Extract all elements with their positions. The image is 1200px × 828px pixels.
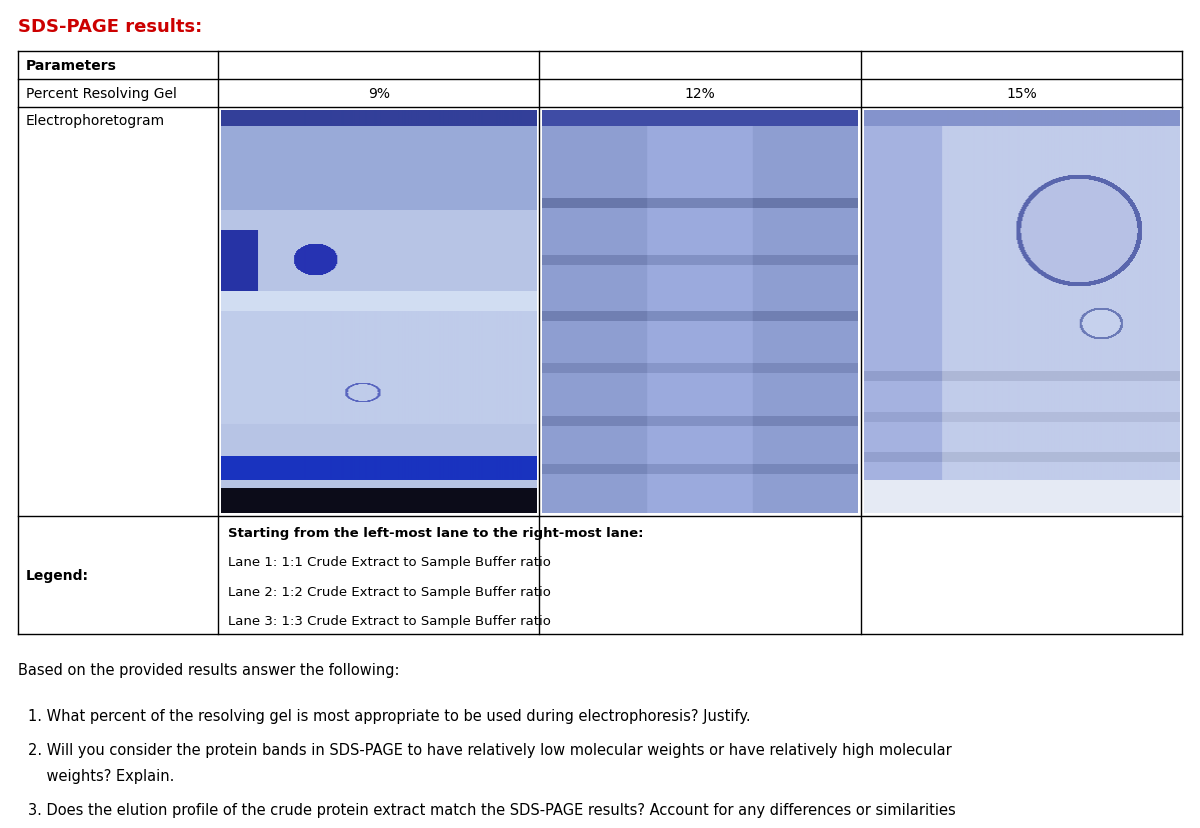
Text: 3. Does the elution profile of the crude protein extract match the SDS-PAGE resu: 3. Does the elution profile of the crude… xyxy=(28,802,955,817)
Text: 1. What percent of the resolving gel is most appropriate to be used during elect: 1. What percent of the resolving gel is … xyxy=(28,708,751,723)
Text: Lane 1: 1:1 Crude Extract to Sample Buffer ratio: Lane 1: 1:1 Crude Extract to Sample Buff… xyxy=(228,556,551,569)
Text: 12%: 12% xyxy=(685,87,715,101)
Text: Starting from the left-most lane to the right-most lane:: Starting from the left-most lane to the … xyxy=(228,526,643,539)
Text: 15%: 15% xyxy=(1006,87,1037,101)
Text: Percent Resolving Gel: Percent Resolving Gel xyxy=(26,87,176,101)
Text: 2. Will you consider the protein bands in SDS-PAGE to have relatively low molecu: 2. Will you consider the protein bands i… xyxy=(28,742,952,757)
Text: SDS-PAGE results:: SDS-PAGE results: xyxy=(18,18,203,36)
Text: 9%: 9% xyxy=(367,87,390,101)
Text: Based on the provided results answer the following:: Based on the provided results answer the… xyxy=(18,662,400,677)
Text: Lane 3: 1:3 Crude Extract to Sample Buffer ratio: Lane 3: 1:3 Crude Extract to Sample Buff… xyxy=(228,614,551,628)
Text: Electrophoretogram: Electrophoretogram xyxy=(26,114,166,128)
Text: Legend:: Legend: xyxy=(26,568,89,582)
Text: weights? Explain.: weights? Explain. xyxy=(28,768,174,783)
Text: Lane 2: 1:2 Crude Extract to Sample Buffer ratio: Lane 2: 1:2 Crude Extract to Sample Buff… xyxy=(228,585,551,598)
Text: Parameters: Parameters xyxy=(26,59,116,73)
